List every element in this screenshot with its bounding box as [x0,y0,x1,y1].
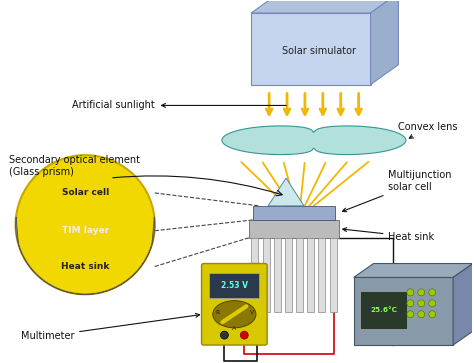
Polygon shape [296,238,303,312]
Ellipse shape [213,301,256,328]
FancyBboxPatch shape [360,291,407,329]
Ellipse shape [428,300,436,307]
Ellipse shape [428,289,436,296]
Ellipse shape [428,311,436,318]
Text: A: A [232,326,237,331]
Polygon shape [307,238,314,312]
Ellipse shape [407,300,414,307]
Polygon shape [273,238,281,312]
Polygon shape [16,217,155,294]
Polygon shape [251,0,398,13]
Polygon shape [453,264,473,345]
Polygon shape [251,13,371,85]
Polygon shape [371,0,398,85]
Text: 2.53 V: 2.53 V [221,281,248,290]
Ellipse shape [407,289,414,296]
Polygon shape [285,238,292,312]
Text: Artificial sunlight: Artificial sunlight [72,101,286,110]
Text: Temperature
logger: Temperature logger [0,362,1,363]
Text: Multimeter: Multimeter [20,313,200,341]
Text: Secondary optical element
(Glass prism): Secondary optical element (Glass prism) [9,155,140,177]
Text: Heat sink: Heat sink [343,228,435,242]
FancyBboxPatch shape [201,264,267,345]
Polygon shape [354,277,453,345]
Text: Convex lens: Convex lens [398,122,458,138]
Text: R: R [215,310,219,315]
Ellipse shape [418,300,425,307]
Polygon shape [253,206,335,220]
Ellipse shape [240,331,248,339]
Text: V: V [249,310,254,315]
FancyBboxPatch shape [210,273,259,298]
Polygon shape [249,220,339,238]
Ellipse shape [220,331,228,339]
Text: Solar cell: Solar cell [62,188,109,197]
Ellipse shape [407,311,414,318]
Polygon shape [222,126,406,155]
Text: 25.6°C: 25.6°C [370,307,397,313]
Polygon shape [354,264,473,277]
Text: Multijunction
solar cell: Multijunction solar cell [343,170,452,212]
Polygon shape [319,238,326,312]
Ellipse shape [418,289,425,296]
Text: TIM layer: TIM layer [62,226,109,235]
Ellipse shape [418,311,425,318]
Polygon shape [251,238,258,312]
Polygon shape [329,238,337,312]
Ellipse shape [16,155,155,294]
Polygon shape [268,178,304,206]
Text: Heat sink: Heat sink [61,262,109,271]
Polygon shape [263,238,270,312]
Text: Solar simulator: Solar simulator [282,46,356,56]
